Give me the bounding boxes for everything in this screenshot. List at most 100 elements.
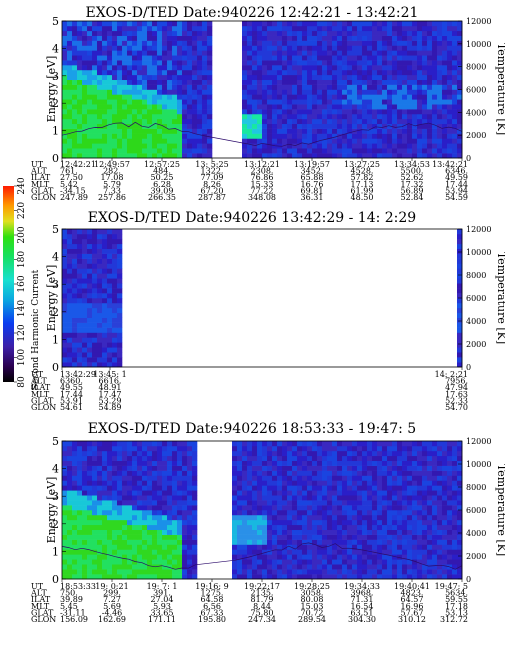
spectrogram-cell <box>327 35 333 41</box>
spectrogram-cell <box>357 539 363 545</box>
spectrogram-cell <box>97 248 103 254</box>
spectrogram-cell <box>332 445 338 452</box>
spectrogram-cell <box>277 544 283 550</box>
spectrogram-cell <box>137 118 143 125</box>
spectrogram-cell <box>177 148 183 154</box>
spectrogram-cell <box>242 128 248 134</box>
spectrogram-cell <box>187 441 193 447</box>
spectrogram-cell <box>307 559 313 565</box>
spectrogram-cell <box>182 505 188 511</box>
spectrogram-cell <box>452 564 458 570</box>
spectrogram-cell <box>147 94 153 100</box>
spectrogram-cell <box>317 490 323 496</box>
spectrogram-cell <box>102 293 108 299</box>
spectrogram-cell <box>167 539 173 545</box>
spectrogram-cell <box>307 445 313 452</box>
spectrogram-cell <box>427 143 433 149</box>
spectrogram-cell <box>107 490 113 496</box>
spectrogram-cell <box>107 35 113 41</box>
spectrogram-cell <box>62 94 68 100</box>
spectrogram-cell <box>432 500 438 506</box>
spectrogram-cell <box>72 278 78 284</box>
spectrogram-cell <box>67 283 73 289</box>
spectrogram-cell <box>112 500 118 506</box>
spectrogram-cell <box>332 514 338 521</box>
spectrogram-cell <box>67 99 73 105</box>
spectrogram-cell <box>77 534 83 540</box>
spectrogram-cell <box>422 69 428 76</box>
spectrogram-cell <box>412 84 418 90</box>
spectrogram-cell <box>157 35 163 41</box>
spectrogram-cell <box>127 485 133 491</box>
spectrogram-cell <box>92 312 98 319</box>
spectrogram-cell <box>322 60 328 66</box>
spectrogram-cell <box>202 40 208 46</box>
spectrogram-cell <box>402 529 408 535</box>
spectrogram-cell <box>312 465 318 471</box>
spectrogram-cell <box>342 40 348 46</box>
spectrogram-cell <box>147 104 153 110</box>
spectrogram-cell <box>257 89 263 95</box>
spectrogram-cell <box>307 123 313 129</box>
spectrogram-cell <box>87 123 93 129</box>
spectrogram-cell <box>287 118 293 125</box>
spectrogram-cell <box>87 505 93 511</box>
spectrogram-cell <box>347 544 353 550</box>
spectrogram-cell <box>122 104 128 110</box>
spectrogram-cell <box>182 549 188 555</box>
spectrogram-cell <box>317 50 323 56</box>
spectrogram-cell <box>132 89 138 95</box>
spectrogram-cell <box>137 495 143 501</box>
spectrogram-cell <box>382 455 388 462</box>
panel-2-orbit-table: UTALTILATMLTGLATGLON13:42:296360.49.5517… <box>30 370 468 412</box>
spectrogram-cell <box>177 455 183 462</box>
spectrogram-cell <box>322 524 328 531</box>
spectrogram-cell <box>382 55 388 61</box>
spectrogram-cell <box>167 514 173 521</box>
spectrogram-cell <box>427 559 433 565</box>
spectrogram-cell <box>362 35 368 41</box>
spectrogram-cell <box>407 143 413 149</box>
spectrogram-cell <box>422 534 428 540</box>
spectrogram-cell <box>117 74 123 81</box>
spectrogram-cell <box>387 30 393 36</box>
spectrogram-cell <box>362 465 368 471</box>
spectrogram-cell <box>262 455 268 462</box>
spectrogram-cell <box>247 40 253 46</box>
spectrogram-cell <box>82 293 88 299</box>
spectrogram-cell <box>392 69 398 76</box>
spectrogram-cell <box>397 441 403 447</box>
spectrogram-cell <box>62 450 68 457</box>
spectrogram-cell <box>447 470 453 476</box>
spectrogram-cell <box>127 50 133 56</box>
spectrogram-cell <box>67 248 73 254</box>
spectrogram-cell <box>147 21 153 27</box>
spectrogram-cell <box>447 495 453 501</box>
spectrogram-cell <box>272 40 278 46</box>
spectrogram-cell <box>287 544 293 550</box>
spectrogram-cell <box>302 505 308 511</box>
spectrogram-cell <box>107 342 113 348</box>
orbit-value: 39.89 <box>60 595 83 604</box>
spectrogram-cell <box>177 55 183 61</box>
spectrogram-cell <box>292 574 298 580</box>
orbit-row-label: MLT <box>31 180 50 189</box>
spectrogram-cell <box>302 143 308 149</box>
spectrogram-cell <box>262 500 268 506</box>
spectrogram-cell <box>362 60 368 66</box>
spectrogram-cell <box>427 35 433 41</box>
spectrogram-cell <box>77 35 83 41</box>
spectrogram-cell <box>257 450 263 457</box>
spectrogram-cell <box>357 65 363 71</box>
spectrogram-cell <box>352 133 358 139</box>
orbit-value: 13:27:25 <box>344 160 380 169</box>
spectrogram-cell <box>152 128 158 134</box>
spectrogram-cell <box>407 55 413 61</box>
spectrogram-cell <box>167 118 173 125</box>
spectrogram-cell <box>452 123 458 129</box>
spectrogram-cell <box>87 554 93 560</box>
spectrogram-cell <box>347 104 353 110</box>
spectrogram-cell <box>357 495 363 501</box>
spectrogram-cell <box>77 293 83 299</box>
spectrogram-cell <box>432 505 438 511</box>
